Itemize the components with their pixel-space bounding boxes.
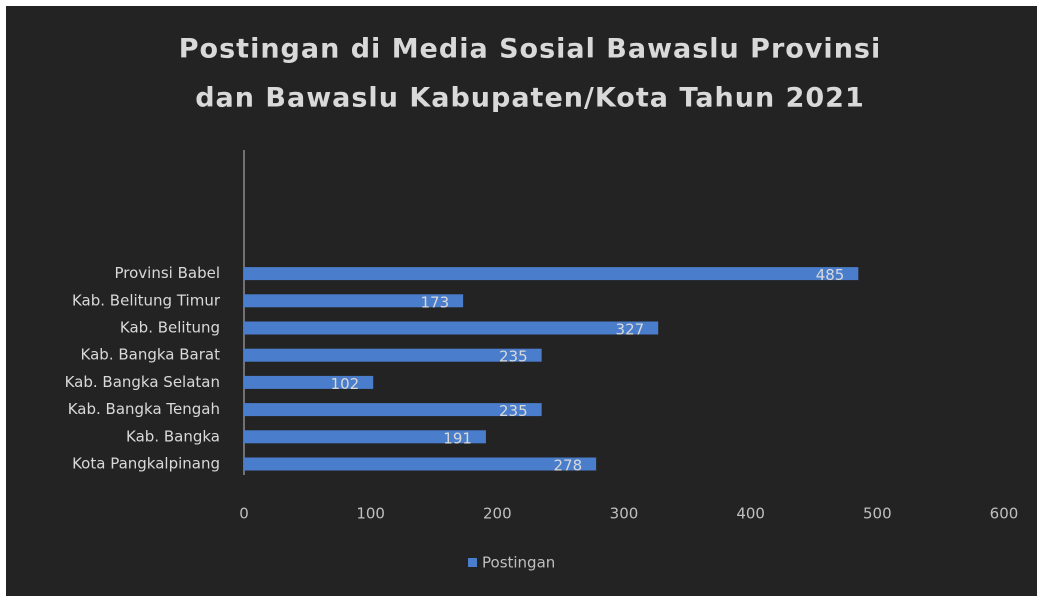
chart-title: Postingan di Media Sosial Bawaslu Provin… xyxy=(179,34,882,65)
y-tick-label: Kab. Bangka Tengah xyxy=(68,400,220,418)
legend-swatch xyxy=(468,558,477,567)
data-label: 327 xyxy=(616,321,645,339)
data-label: 235 xyxy=(499,402,528,420)
x-tick-label: 600 xyxy=(990,505,1019,523)
bar xyxy=(244,375,374,389)
bar xyxy=(244,348,542,362)
y-tick-label: Kota Pangkalpinang xyxy=(72,455,220,473)
x-tick-label: 200 xyxy=(483,505,512,523)
x-tick-label: 100 xyxy=(356,505,385,523)
y-tick-label: Provinsi Babel xyxy=(115,264,221,282)
bar xyxy=(244,267,859,281)
y-tick-label: Kab. Bangka Selatan xyxy=(65,373,220,391)
x-tick-label: 400 xyxy=(736,505,765,523)
data-label: 173 xyxy=(420,293,449,311)
data-label: 278 xyxy=(553,457,582,475)
y-tick-label: Kab. Belitung xyxy=(120,319,220,337)
legend-label: Postingan xyxy=(482,554,555,572)
bar xyxy=(244,430,486,444)
data-label: 235 xyxy=(499,348,528,366)
bar xyxy=(244,457,597,471)
x-tick-label: 500 xyxy=(863,505,892,523)
chart-title: dan Bawaslu Kabupaten/Kota Tahun 2021 xyxy=(195,83,865,114)
data-label: 191 xyxy=(443,429,472,447)
x-tick-label: 300 xyxy=(610,505,639,523)
x-tick-label: 0 xyxy=(239,505,249,523)
y-tick-label: Kab. Bangka Barat xyxy=(81,346,221,364)
chart-background xyxy=(6,6,1037,596)
bar xyxy=(244,321,659,335)
y-tick-label: Kab. Bangka xyxy=(126,427,220,445)
data-label: 485 xyxy=(816,266,845,284)
data-label: 102 xyxy=(331,375,360,393)
y-tick-label: Kab. Belitung Timur xyxy=(72,291,221,309)
bar xyxy=(244,403,542,417)
bar xyxy=(244,294,464,308)
